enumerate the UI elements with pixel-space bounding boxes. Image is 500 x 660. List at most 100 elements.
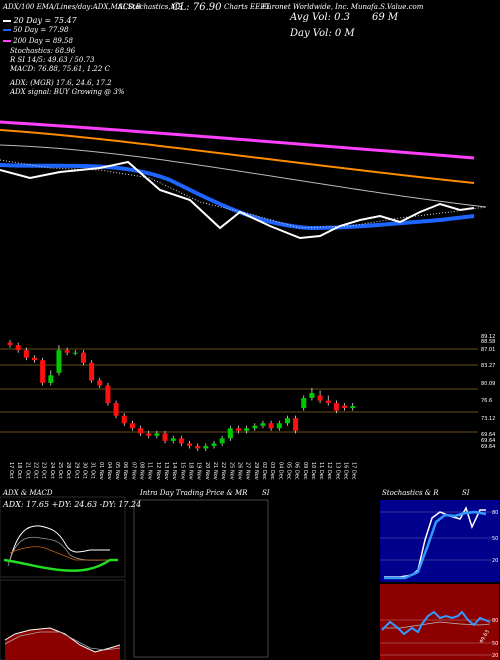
adx-line: ADX: (MGR) 17.6, 24.6, 17.2 bbox=[10, 79, 112, 87]
date-tick: 24 Oct bbox=[49, 462, 55, 479]
date-tick: 17 Dec bbox=[351, 462, 357, 480]
candle-body bbox=[129, 423, 135, 429]
candle-body bbox=[170, 438, 176, 441]
rsi-gray-line bbox=[382, 621, 491, 629]
header-adx-ema: ADX/100 EMA/Lines/day:ADX,MACD,B bbox=[3, 3, 141, 11]
date-tick: 13 Nov bbox=[163, 462, 169, 480]
adx-signal: ADX signal: BUY Growing @ 3% bbox=[10, 88, 125, 96]
date-axis: 17 Oct 18 Oct 21 Oct 22 Oct 23 Oct 24 Oct 25 O… bbox=[8, 462, 357, 480]
header-vol-m: 69 M bbox=[372, 12, 399, 23]
adx-panel-values: ADX: 17.65 +DY: 24.63 -DY: 17.24 bbox=[3, 500, 142, 509]
stochastics-panel-si: SI bbox=[462, 489, 470, 497]
macd-fill bbox=[5, 628, 120, 660]
adx-white-line bbox=[9, 525, 110, 561]
ma50-line bbox=[0, 163, 475, 231]
price-tick-3: 83.27 bbox=[481, 363, 495, 369]
ma20-label: 20 Day = 75.47 bbox=[3, 16, 77, 25]
candle-body bbox=[48, 375, 54, 383]
date-tick: 15 Nov bbox=[179, 462, 185, 480]
adx-panel bbox=[0, 496, 126, 578]
ma100-line bbox=[0, 129, 475, 184]
candle-body bbox=[219, 438, 225, 444]
candle-body bbox=[293, 418, 299, 431]
adx-green-line bbox=[3, 558, 118, 572]
candle-body bbox=[342, 405, 348, 409]
ma200-text: 200 Day = 89.58 bbox=[13, 37, 73, 45]
candle-body bbox=[15, 345, 21, 351]
macd-value: MACD: 76.88, 75.61, 1.22 C bbox=[10, 65, 110, 73]
ma50-swatch bbox=[3, 29, 11, 31]
date-tick: 07 Nov bbox=[130, 462, 136, 480]
candle-body bbox=[235, 428, 241, 431]
candle-body bbox=[89, 362, 95, 381]
stoch-tick-50: 50 bbox=[492, 536, 498, 542]
date-tick: 30 Oct bbox=[81, 462, 87, 479]
date-tick: 19 Nov bbox=[196, 462, 202, 480]
date-tick: 28 Oct bbox=[65, 462, 71, 479]
date-tick: 05 Nov bbox=[114, 462, 120, 480]
date-tick: 05 Dec bbox=[285, 462, 291, 480]
date-tick: 03 Dec bbox=[269, 462, 275, 480]
candle-body bbox=[80, 352, 86, 363]
date-tick: 04 Nov bbox=[106, 462, 112, 480]
date-tick: 21 Oct bbox=[24, 462, 30, 479]
candle-body bbox=[138, 428, 144, 434]
candle-body bbox=[195, 445, 201, 449]
date-tick: 13 Dec bbox=[334, 462, 340, 480]
date-tick: 12 Dec bbox=[326, 462, 332, 480]
candle-body bbox=[244, 428, 250, 431]
date-tick: 23 Oct bbox=[41, 462, 47, 479]
intraday-panel bbox=[133, 499, 269, 658]
price-tick-0: 89.12 bbox=[481, 334, 495, 340]
date-tick: 17 Oct bbox=[8, 462, 14, 479]
rsi-panel: 80 50 20 49.63 bbox=[380, 584, 499, 660]
ma200-line bbox=[0, 120, 475, 160]
candle-body bbox=[317, 395, 323, 401]
price-tick-9: 69.64 bbox=[481, 444, 495, 450]
candle-body bbox=[260, 423, 266, 426]
date-tick: 22 Nov bbox=[220, 462, 226, 480]
candle-body bbox=[146, 433, 152, 436]
ma-lines bbox=[0, 120, 487, 240]
candle-body bbox=[301, 398, 307, 409]
candle-body bbox=[268, 423, 274, 429]
adx-panel-title: ADX & MACD bbox=[3, 489, 53, 497]
price-tick-5: 76.6 bbox=[481, 398, 492, 404]
date-tick: 18 Nov bbox=[188, 462, 194, 480]
rsi-value: R SI 14/5: 49.63 / 50.73 bbox=[10, 56, 95, 64]
date-tick: 20 Nov bbox=[204, 462, 210, 480]
date-tick: 09 Dec bbox=[302, 462, 308, 480]
candle-body bbox=[211, 443, 217, 446]
date-tick: 31 Oct bbox=[90, 462, 96, 479]
date-tick: 10 Dec bbox=[310, 462, 316, 480]
candle-body bbox=[227, 428, 233, 439]
stoch-tick-80: 80 bbox=[492, 510, 498, 516]
header-avg-vol: Avg Vol: 0.3 bbox=[290, 12, 351, 23]
candle-body bbox=[325, 400, 331, 404]
stoch-value: Stochastics: 68.96 bbox=[10, 47, 76, 55]
ma50-label: 50 Day = 77.98 bbox=[3, 26, 68, 34]
price-gridlines bbox=[0, 348, 478, 433]
price-tick-4: 80.09 bbox=[481, 381, 495, 387]
candle-body bbox=[162, 433, 168, 441]
date-tick: 06 Nov bbox=[122, 462, 128, 480]
date-tick: 18 Oct bbox=[16, 462, 22, 479]
candle-body bbox=[121, 415, 127, 424]
date-tick: 08 Nov bbox=[139, 462, 145, 480]
day-vol: Day Vol: 0 M bbox=[290, 28, 355, 39]
date-tick: 27 Nov bbox=[245, 462, 251, 480]
candle-body bbox=[284, 418, 290, 424]
ma200-label: 200 Day = 89.58 bbox=[3, 37, 73, 45]
candle-body bbox=[333, 403, 339, 411]
candle-body bbox=[203, 445, 209, 449]
candle-body bbox=[7, 342, 13, 346]
header-close: CL: 76.90 bbox=[172, 2, 222, 13]
price-axis: 89.12 88.58 87.01 83.27 80.09 76.6 73.12… bbox=[481, 334, 495, 450]
date-tick: 25 Oct bbox=[57, 462, 63, 479]
stochastics-panel-title: Stochastics & R bbox=[382, 489, 439, 497]
macd-signal bbox=[4, 631, 121, 651]
date-tick: 12 Nov bbox=[155, 462, 161, 480]
ma200-swatch bbox=[3, 40, 11, 42]
date-tick: 06 Dec bbox=[294, 462, 300, 480]
